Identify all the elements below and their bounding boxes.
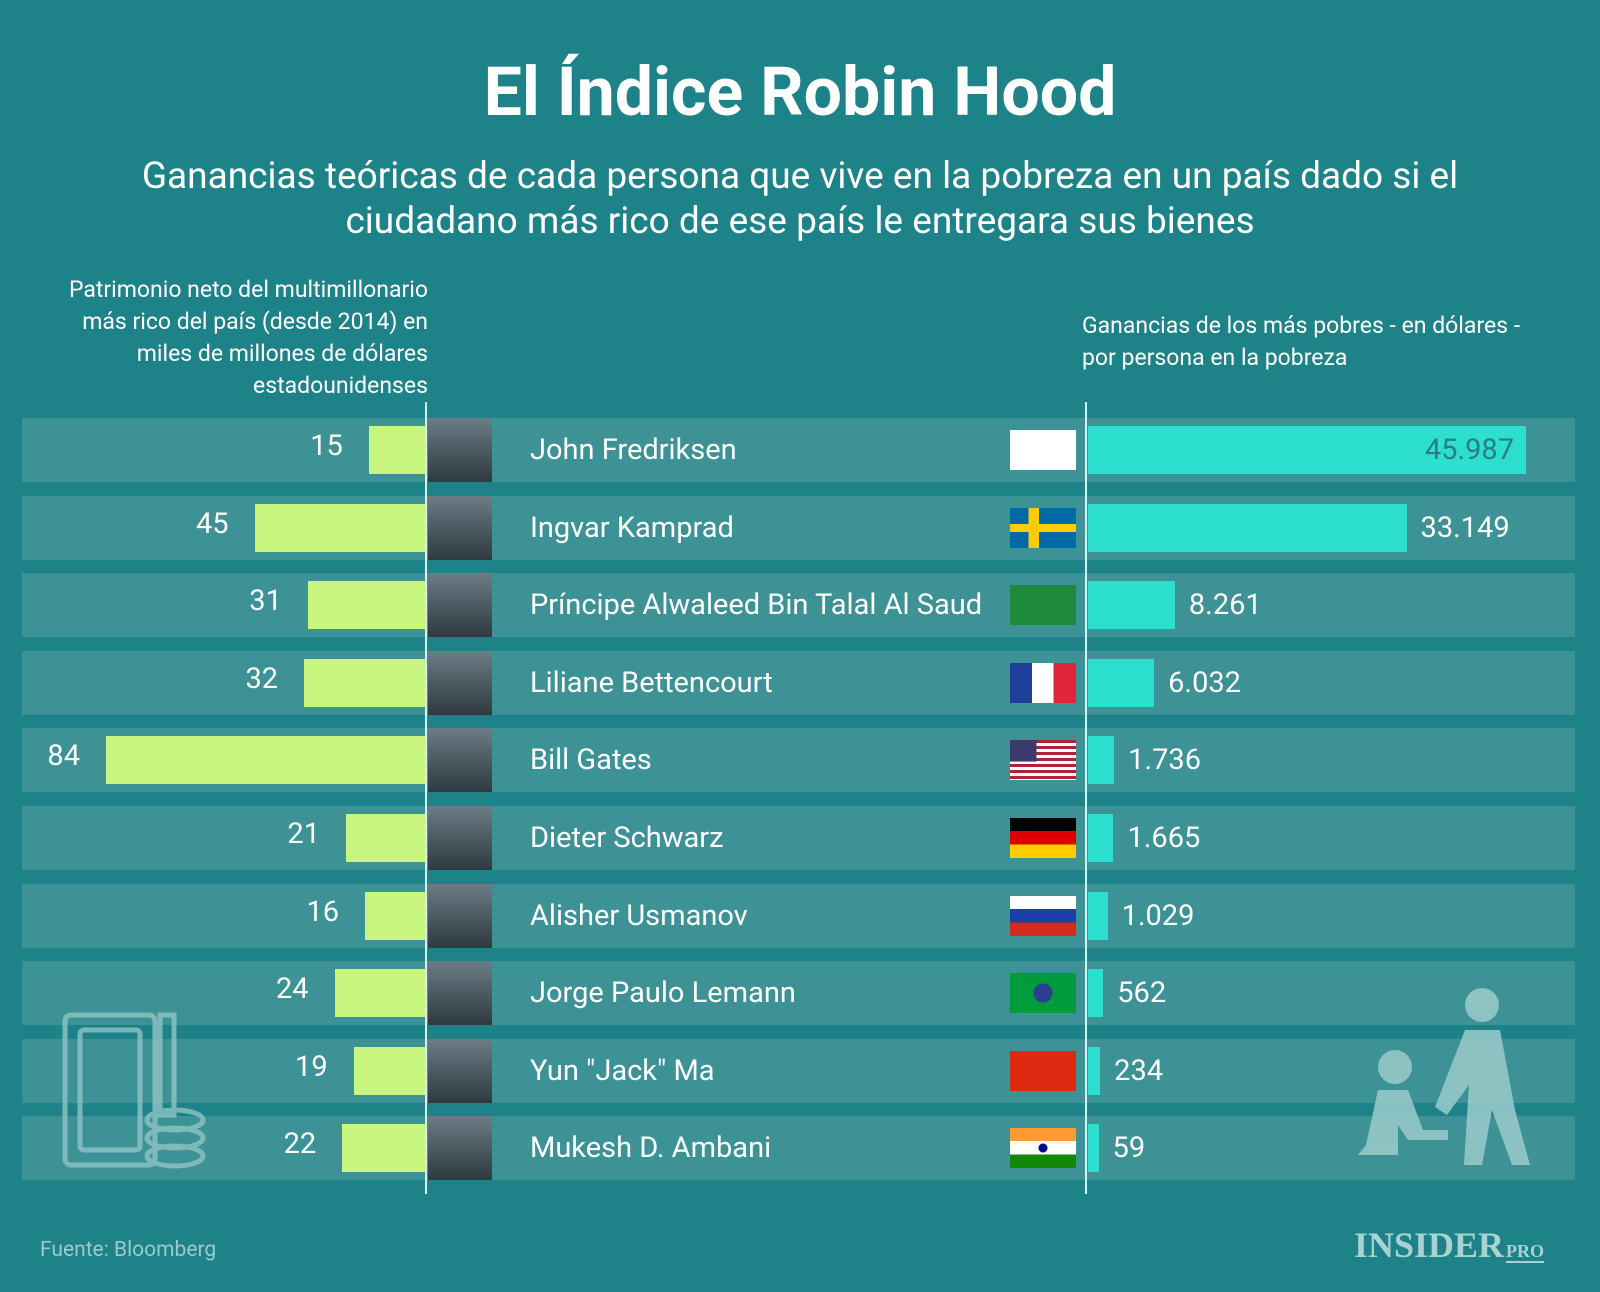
logo-suffix: PRO — [1506, 1241, 1545, 1263]
category-label: Príncipe Alwaleed Bin Talal Al Saud — [530, 588, 983, 623]
row-band — [22, 1116, 1575, 1181]
value-label: 562 — [1117, 976, 1167, 1011]
bar — [365, 891, 426, 940]
value-label: 24 — [275, 972, 309, 1007]
people-icon — [1358, 988, 1530, 1165]
bar — [254, 503, 426, 552]
value-label: 45.987 — [1424, 433, 1514, 467]
value-label: 84 — [47, 739, 80, 774]
chart-title: El Índice Robin Hood — [483, 52, 1117, 132]
bar — [1088, 426, 1526, 474]
source: Fuente: Bloomberg — [40, 1238, 217, 1262]
bar — [368, 426, 426, 474]
bar — [1088, 581, 1175, 630]
row-band — [22, 883, 1575, 948]
value-label: 21 — [287, 817, 320, 851]
left-axis-label: Patrimonio neto del multimillonario más … — [68, 276, 428, 399]
photo — [428, 1038, 492, 1103]
row-band — [22, 961, 1575, 1026]
bar — [304, 658, 426, 707]
bar — [334, 969, 426, 1018]
value-label: 22 — [283, 1127, 317, 1162]
bar — [1088, 969, 1104, 1018]
photo — [428, 418, 492, 482]
bar — [1088, 814, 1114, 862]
value-label: 234 — [1114, 1053, 1164, 1088]
photo — [428, 883, 492, 948]
bar — [353, 1046, 426, 1095]
value-label: 1.736 — [1128, 743, 1201, 778]
flag — [1010, 895, 1076, 936]
flag — [1010, 1128, 1076, 1169]
photo — [428, 728, 492, 793]
category-label: Mukesh D. Ambani — [530, 1131, 772, 1166]
axis-line — [1085, 402, 1087, 1195]
category-label: Dieter Schwarz — [530, 821, 724, 855]
category-label: Jorge Paulo Lemann — [530, 976, 796, 1011]
value-label: 1.029 — [1121, 898, 1195, 933]
photo — [428, 573, 492, 638]
category-label: Liliane Bettencourt — [530, 665, 773, 700]
row-band — [22, 1038, 1575, 1103]
photo — [428, 1116, 492, 1181]
value-label: 6.032 — [1168, 665, 1241, 700]
flag — [1010, 818, 1076, 858]
flag — [1010, 430, 1076, 470]
category-label: Ingvar Kamprad — [530, 510, 734, 545]
photo — [428, 806, 492, 870]
flag — [1010, 662, 1076, 703]
row-band — [22, 806, 1575, 870]
category-label: Yun "Jack" Ma — [530, 1053, 715, 1088]
value-label: 45 — [195, 506, 229, 541]
category-label: Alisher Usmanov — [530, 898, 748, 933]
value-label: 15 — [310, 429, 343, 463]
value-label: 1.665 — [1127, 821, 1201, 855]
value-label: 19 — [295, 1049, 328, 1084]
photo — [428, 961, 492, 1026]
money-icon — [62, 1012, 206, 1169]
value-label: 8.261 — [1188, 588, 1262, 623]
flag — [1010, 740, 1076, 781]
logo: INSIDER PRO — [1354, 1224, 1545, 1266]
category-label: John Fredriksen — [530, 433, 737, 467]
photo — [428, 650, 492, 715]
row-band — [22, 573, 1575, 638]
bar — [106, 736, 426, 785]
flag — [1010, 585, 1076, 626]
category-label: Bill Gates — [530, 743, 652, 778]
value-label: 32 — [245, 661, 279, 696]
flag — [1010, 973, 1076, 1014]
bar — [342, 1124, 426, 1173]
axis-line — [425, 402, 427, 1195]
photo — [428, 495, 492, 560]
bar — [1088, 891, 1108, 940]
bar — [1088, 658, 1155, 707]
bar — [1088, 736, 1115, 785]
value-label: 59 — [1112, 1131, 1146, 1166]
value-label: 16 — [306, 894, 340, 929]
bar — [307, 581, 426, 630]
bar — [1088, 1046, 1101, 1095]
flag — [1010, 1050, 1076, 1091]
bar — [346, 814, 426, 862]
chart-subtitle: Ganancias teóricas de cada persona que v… — [141, 155, 1459, 243]
bar — [1088, 1124, 1099, 1173]
bar — [1088, 503, 1407, 552]
row-band — [22, 650, 1575, 715]
value-label: 31 — [249, 584, 282, 619]
value-label: 33.149 — [1420, 510, 1510, 545]
logo-text: INSIDER — [1354, 1225, 1505, 1265]
right-axis-label: Ganancias de los más pobres - en dólares… — [1082, 312, 1521, 371]
flag — [1010, 507, 1076, 548]
